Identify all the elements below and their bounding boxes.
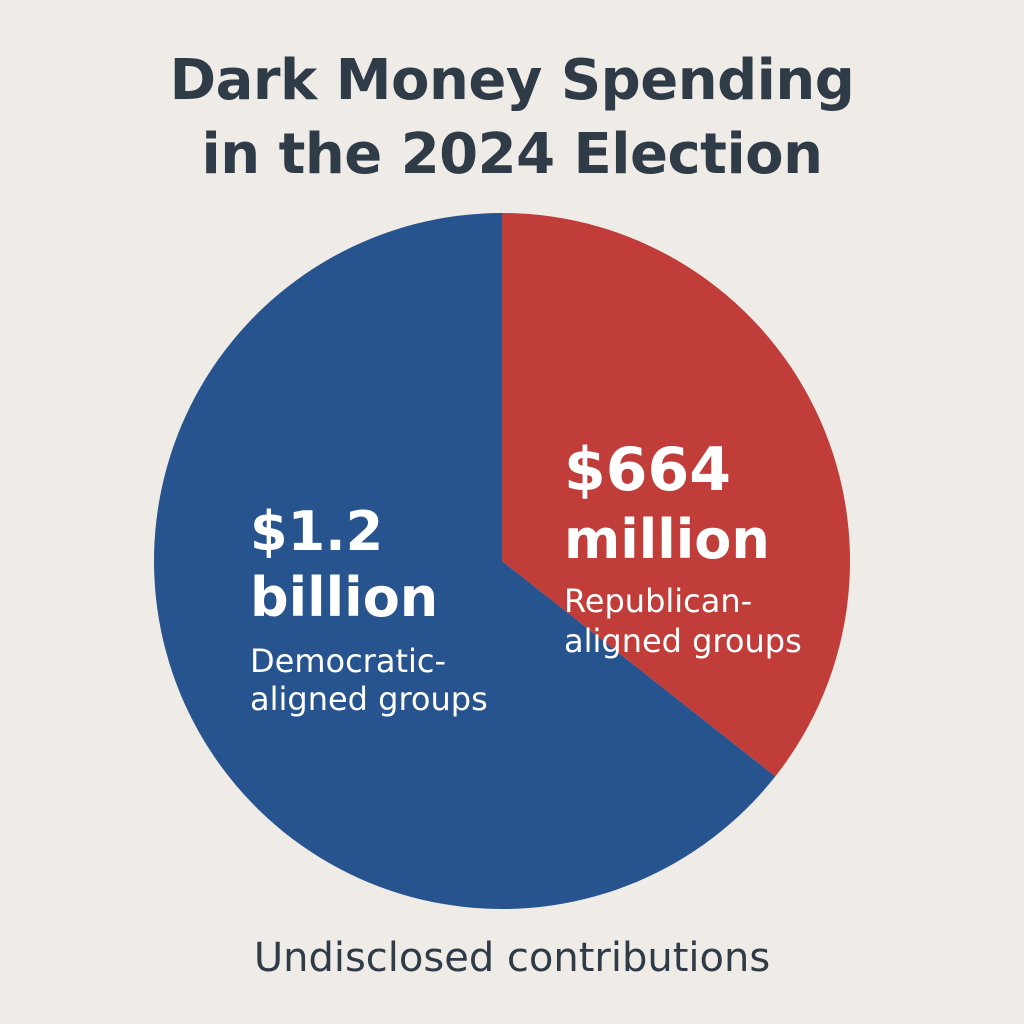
slice-democratic-label-line-2: aligned groups	[250, 680, 488, 718]
slice-democratic-value-line-2: billion	[250, 566, 438, 629]
slice-republican-value-line-2: million	[564, 508, 770, 571]
chart-caption: Undisclosed contributions	[253, 935, 771, 981]
slice-republican-label-line-2: aligned groups	[564, 622, 802, 660]
slice-republican-label-line-1: Republican-	[564, 582, 752, 620]
pie-slices	[153, 213, 850, 909]
slice-democratic-label-line-1: Democratic-	[250, 642, 446, 680]
slice-democratic	[153, 213, 776, 909]
chart-title-line-2: in the 2024 Election	[201, 122, 823, 187]
slice-republican	[502, 213, 850, 777]
chart-title: Dark Money Spending in the 2024 Election	[0, 44, 1024, 192]
chart-title-line-1: Dark Money Spending	[169, 48, 855, 113]
slice-democratic-value-line-1: $1.2	[250, 500, 383, 563]
slice-republican-value-line-1: $664	[564, 435, 731, 505]
